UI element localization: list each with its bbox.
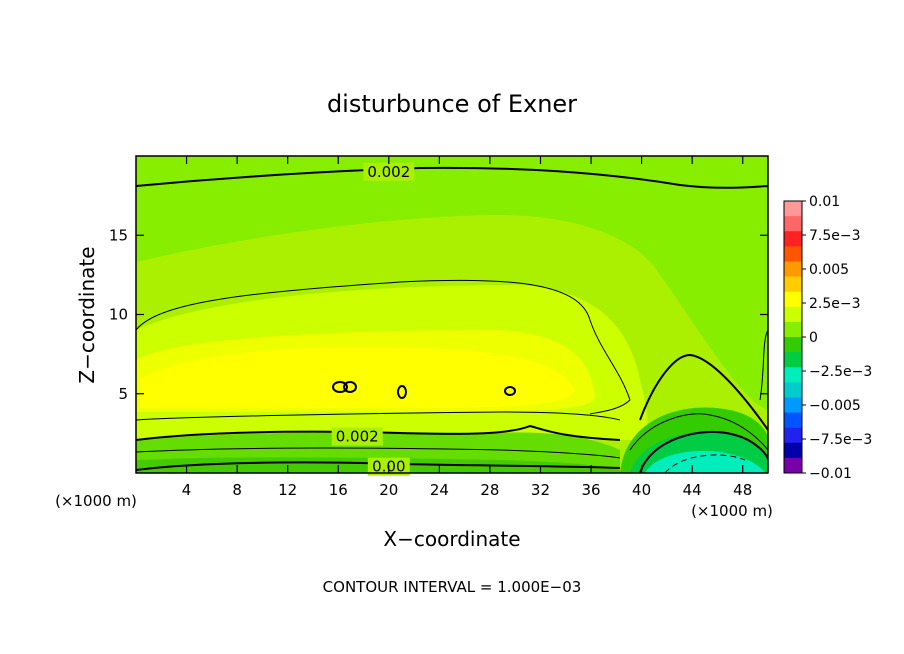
contour-interval-text: CONTOUR INTERVAL = 1.000E−03 — [323, 578, 582, 596]
colorbar-swatch — [784, 231, 802, 247]
x-tick-label: 24 — [430, 481, 449, 499]
colorbar-swatch — [784, 321, 802, 338]
colorbar: 0.01 7.5e−3 0.005 2.5e−3 0 −2.5e−3 −0.005 −7.5e… — [783, 194, 872, 482]
colorbar-swatch — [784, 397, 802, 414]
x-axis-label: X−coordinate — [383, 527, 520, 551]
colorbar-swatch — [784, 382, 802, 398]
x-tick-label: 8 — [232, 481, 242, 499]
x-tick-label: 20 — [379, 481, 398, 499]
colorbar-swatch — [784, 276, 802, 293]
contour-blob-1 — [332, 381, 348, 393]
colorbar-label: −0.01 — [809, 466, 852, 482]
contour-blob-2 — [343, 381, 357, 393]
x-tick-label: 32 — [531, 481, 550, 499]
contour-top — [136, 166, 768, 189]
x-tick-label: 16 — [329, 481, 348, 499]
x-axis-ticks: 4 8 12 16 20 24 28 32 36 40 44 48 — [182, 156, 752, 499]
colorbar-label: 7.5e−3 — [809, 228, 861, 244]
colorbar-label: 0 — [809, 330, 818, 346]
colorbar-swatch — [784, 442, 802, 459]
colorbar-swatch — [784, 457, 802, 474]
contour-plateau — [136, 279, 631, 415]
colorbar-swatch — [784, 246, 802, 262]
y-tick-label: 5 — [118, 385, 128, 403]
colorbar-label: 0.005 — [809, 262, 849, 278]
contour-label-bg — [331, 427, 383, 446]
field-plateau-core — [140, 347, 575, 408]
contour-blob-3 — [397, 385, 407, 399]
colorbar-label: −0.005 — [809, 398, 861, 414]
x-tick-label: 4 — [182, 481, 192, 499]
contour-right-negative — [664, 454, 746, 473]
colorbar-label: −2.5e−3 — [809, 364, 872, 380]
x-tick-label: 40 — [632, 481, 651, 499]
colorbar-swatch — [784, 412, 802, 429]
colorbar-swatch — [784, 291, 802, 308]
contour-label-bg — [363, 162, 415, 181]
colorbar-swatch — [784, 337, 802, 353]
colorbar-swatch — [784, 201, 802, 217]
contour-lower-thin — [136, 447, 621, 459]
contour-label: 0.002 — [367, 163, 410, 181]
contour-plateau-lower — [136, 411, 621, 421]
chart-title: disturbunce of Exner — [327, 90, 577, 118]
contour-blob-4 — [504, 386, 516, 396]
contour-right-bulge — [639, 353, 768, 431]
colorbar-swatch — [784, 261, 802, 278]
x-tick-label: 12 — [278, 481, 297, 499]
x-tick-label: 28 — [480, 481, 499, 499]
contour-label: 0.002 — [336, 428, 379, 446]
y-axis-ticks: 5 10 15 — [109, 226, 768, 403]
colorbar-swatch — [784, 427, 802, 444]
colorbar-label: 2.5e−3 — [809, 296, 861, 312]
contour-right-edge — [759, 329, 768, 401]
y-tick-label: 10 — [109, 306, 128, 324]
colorbar-swatch — [784, 216, 802, 232]
contour-right-min — [639, 431, 768, 473]
x-unit-right: (×1000 m) — [691, 502, 773, 520]
contour-002-low — [136, 424, 621, 441]
colorbar-label: −7.5e−3 — [809, 432, 872, 448]
x-unit-left: (×1000 m) — [55, 492, 137, 510]
colorbar-label: 0.01 — [809, 194, 840, 210]
colorbar-swatch — [784, 352, 802, 368]
colorbar-swatch — [784, 367, 802, 383]
y-axis-label: Z−coordinate — [75, 246, 99, 383]
colorbar-swatch — [784, 306, 802, 323]
field-minimum-core — [645, 450, 765, 473]
x-tick-label: 44 — [683, 481, 702, 499]
contour-right-inner — [629, 413, 768, 451]
plot-area — [136, 156, 768, 473]
y-tick-label: 15 — [109, 226, 128, 244]
x-tick-label: 48 — [733, 481, 752, 499]
x-tick-label: 36 — [581, 481, 600, 499]
